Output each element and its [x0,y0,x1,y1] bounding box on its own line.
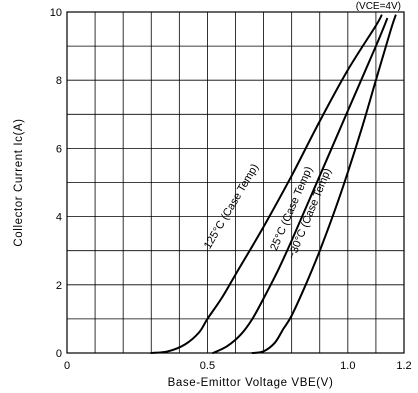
x-tick-label: 1.2 [396,360,411,372]
y-tick-label: 8 [56,75,62,87]
curve-minus30c [251,14,397,354]
x-tick-label: 0 [64,360,70,372]
label-125c: 125°C (Case Temp) [202,162,261,251]
x-tick-label: 0.5 [200,360,215,372]
curve-125c [150,14,383,354]
x-tick-labels: 0 0.5 1.0 1.2 [64,360,412,372]
series-curves [150,14,397,354]
grid-lines [67,12,404,353]
x-tick-label: 1.0 [340,360,355,372]
y-axis-label: Collector Current Ic(A) [13,118,25,246]
y-tick-label: 0 [56,348,62,360]
y-tick-labels: 0 2 4 6 8 10 [50,7,62,360]
plot-frame [66,11,405,354]
x-axis-label: Base-Emittor Voltage VBE(V) [168,377,334,389]
y-tick-label: 6 [56,143,62,155]
test-condition: (VCE=4V) [356,1,401,12]
y-tick-label: 2 [56,280,62,292]
series-labels: 125°C (Case Temp) 25°C (Case Temp)−30°C (… [202,162,334,261]
y-tick-label: 4 [56,212,62,224]
y-tick-label: 10 [50,7,62,19]
curve-25c [212,17,389,354]
